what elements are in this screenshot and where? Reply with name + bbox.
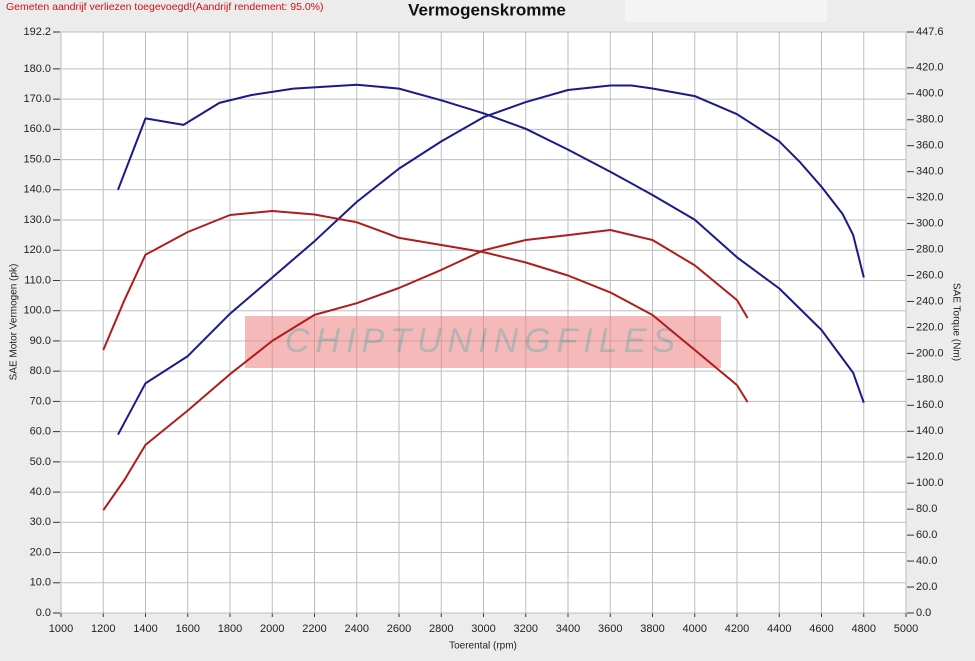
watermark-text: CHIPTUNINGFILES [285,322,681,360]
y2-tick-label: 280.0 [916,243,944,255]
x-tick-label: 3200 [514,623,538,635]
y-tick-label: 170.0 [23,93,51,105]
y-tick-label: 0.0 [36,607,51,619]
x-tick-label: 4400 [767,623,791,635]
y-tick-label: 40.0 [30,486,51,498]
note: Gemeten aandrijf verliezen toegevoegd!(A… [6,1,324,13]
watermark: CHIPTUNINGFILES [245,316,721,368]
y2-tick-label: 400.0 [916,88,944,100]
y-tick-label: 70.0 [30,395,51,407]
y-tick-label: 192.2 [23,26,51,38]
y-tick-label: 150.0 [23,153,51,165]
y2-tick-label: 320.0 [916,192,944,204]
y2-tick-label: 360.0 [916,140,944,152]
series-line [117,84,865,436]
x-tick-label: 3600 [598,623,622,635]
x-tick-label: 3000 [471,623,495,635]
y2-tick-label: 80.0 [916,503,937,515]
series-line [102,210,749,403]
y-tick-label: 120.0 [23,244,51,256]
x-tick-label: 2800 [429,623,453,635]
chart-title: Vermogenskromme [408,0,566,19]
x-tick-label: 2600 [387,623,411,635]
y-tick-label: 100.0 [23,305,51,317]
x-tick-label: 2400 [345,623,369,635]
y2-tick-label: 40.0 [916,555,937,567]
y2-tick-label: 20.0 [916,581,937,593]
y2-tick-label: 160.0 [916,399,944,411]
y-tick-label: 90.0 [30,335,51,347]
y2-tick-label: 260.0 [916,269,944,281]
watermark-band [245,316,721,368]
y-tick-label: 20.0 [30,546,51,558]
x-axis-label: Toerental (rpm) [449,641,517,652]
x-tick-label: 1600 [176,623,200,635]
y2-tick-label: 140.0 [916,425,944,437]
y2-tick-label: 120.0 [916,451,944,463]
y2-tick-label: 180.0 [916,373,944,385]
y2-tick-label: 340.0 [916,166,944,178]
x-tick-label: 3800 [640,623,664,635]
x-tick-label: 3400 [556,623,580,635]
x-tick-label: 4600 [809,623,833,635]
y-tick-label: 160.0 [23,123,51,135]
y2-tick-label: 380.0 [916,114,944,126]
series-line [102,229,749,511]
x-tick-label: 1800 [218,623,242,635]
y-tick-label: 30.0 [30,516,51,528]
x-tick-label: 5000 [894,623,918,635]
y-tick-label: 130.0 [23,214,51,226]
x-tick-label: 2200 [302,623,326,635]
series-group [102,83,865,511]
y2-tick-label: 300.0 [916,217,944,229]
y-tick-label: 80.0 [30,365,51,377]
y2-tick-label: 200.0 [916,347,944,359]
y2-tick-label: 0.0 [916,607,931,619]
x-tick-label: 1400 [133,623,157,635]
x-tick-label: 4800 [852,623,876,635]
x-tick-label: 1200 [91,623,115,635]
y2-tick-label: 420.0 [916,62,944,74]
y-tick-label: 140.0 [23,184,51,196]
y2-tick-label: 60.0 [916,529,937,541]
x-tick-label: 2000 [260,623,284,635]
y-tick-label: 50.0 [30,456,51,468]
blank-box [625,0,827,22]
y2-tick-label: 447.6 [916,26,944,38]
x-tick-label: 4200 [725,623,749,635]
y2-tick-label: 220.0 [916,321,944,333]
x-tick-label: 1000 [49,623,73,635]
y2-tick-label: 240.0 [916,295,944,307]
y-tick-label: 110.0 [24,274,51,286]
y2-tick-label: 100.0 [916,477,944,489]
x-tick-label: 4000 [683,623,707,635]
y-axis-label: SAE Motor Vermogen (pk) [9,264,20,381]
y-tick-label: 10.0 [30,577,51,589]
y2-axis-label: SAE Torque (Nm) [950,283,961,361]
series-line [117,83,865,404]
y-tick-label: 180.0 [23,63,51,75]
y-tick-label: 60.0 [30,426,51,438]
